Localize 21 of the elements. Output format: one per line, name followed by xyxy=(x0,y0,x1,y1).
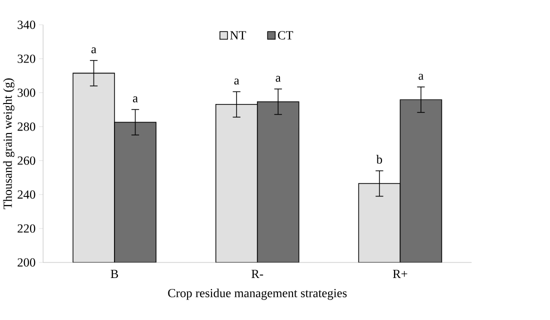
data-label: b xyxy=(376,155,382,164)
legend-label: CT xyxy=(278,31,294,40)
x-tick-label: B xyxy=(110,270,118,278)
data-label: a xyxy=(132,96,138,102)
data-label: a xyxy=(276,76,281,82)
data-label: a xyxy=(234,78,240,85)
y-tick-label: 260 xyxy=(18,156,36,165)
y-tick-label: 280 xyxy=(18,122,36,131)
y-tick-label: 320 xyxy=(18,54,36,64)
y-tick-label: 340 xyxy=(18,20,36,30)
y-axis-title: Thousand grain weight (g) xyxy=(3,78,14,210)
y-tick-label: 240 xyxy=(18,190,36,199)
y-tick-label: 200 xyxy=(18,258,36,267)
x-axis-title: Crop residue management strategies xyxy=(168,288,347,300)
legend-label: NT xyxy=(230,31,246,40)
x-tick-label: R+ xyxy=(392,270,408,278)
y-tick-label: 220 xyxy=(18,224,36,233)
x-tick-label: R- xyxy=(252,270,264,278)
y-tick-label: 300 xyxy=(18,88,36,98)
data-label: a xyxy=(91,48,96,54)
data-label: a xyxy=(418,74,424,80)
